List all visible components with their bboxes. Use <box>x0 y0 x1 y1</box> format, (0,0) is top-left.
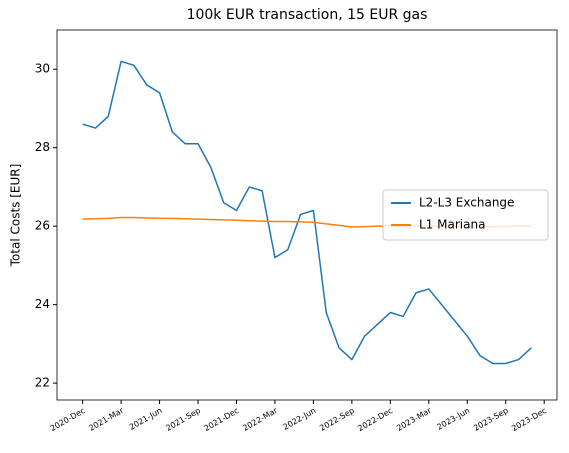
y-tick-label: 28 <box>35 140 50 154</box>
y-axis-label: Total Costs [EUR] <box>9 164 23 268</box>
y-tick-label: 22 <box>35 376 50 390</box>
x-tick-label: 2022-Dec <box>356 406 394 433</box>
chart-title: 100k EUR transaction, 15 EUR gas <box>187 7 428 23</box>
legend-label: L1 Mariana <box>419 218 485 232</box>
x-tick-label: 2022-Mar <box>241 406 279 433</box>
y-tick-label: 26 <box>35 219 50 233</box>
x-tick-label: 2023-Mar <box>395 406 433 433</box>
x-tick-label: 2022-Sep <box>318 406 356 433</box>
plot-frame <box>56 29 558 401</box>
x-tick-label: 2020-Dec <box>49 406 87 433</box>
legend: L2-L3 Exchange L1 Mariana <box>382 189 549 241</box>
legend-box <box>382 189 549 241</box>
x-tick-label: 2023-Jun <box>435 406 471 432</box>
x-tick-label: 2023-Dec <box>510 406 548 433</box>
y-tick-label: 30 <box>35 62 50 76</box>
x-tick-label: 2021-Sep <box>164 406 202 433</box>
line-series <box>82 60 532 365</box>
x-tick-label: 2022-Jun <box>282 406 318 432</box>
x-tick-label: 2021-Dec <box>202 406 240 433</box>
x-tick-label: 2023-Sep <box>472 406 510 433</box>
legend-label: L2-L3 Exchange <box>419 196 514 210</box>
y-tick-label: 24 <box>35 297 50 311</box>
x-tick-label: 2021-Mar <box>87 406 125 433</box>
x-tick-label: 2021-Jun <box>128 406 164 432</box>
